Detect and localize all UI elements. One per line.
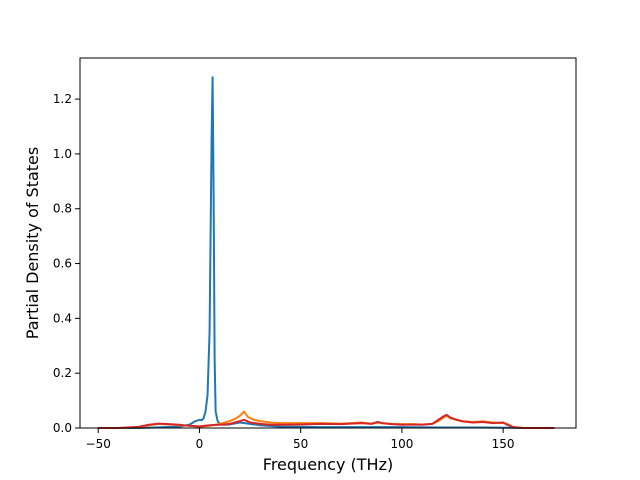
y-tick-label: 1.0 [53,147,72,161]
y-tick-label: 0.6 [53,257,72,271]
x-axis-label: Frequency (THz) [263,455,393,474]
y-tick-label: 1.2 [53,92,72,106]
x-tick-label: −50 [86,437,111,451]
series-line-3 [97,413,555,429]
y-axis-label: Partial Density of States [23,147,42,339]
y-tick-label: 0.2 [53,366,72,380]
x-tick-label: 150 [492,437,515,451]
series-line-1 [97,76,555,429]
y-ticks: 0.0 0.2 0.4 0.6 0.8 1.0 1.2 [53,92,80,435]
y-tick-label: 0.0 [53,421,72,435]
series-layer [97,76,555,429]
y-tick-label: 0.4 [53,311,72,325]
y-tick-label: 0.8 [53,202,72,216]
x-tick-label: 100 [390,437,413,451]
x-tick-label: 50 [293,437,308,451]
x-ticks: −50 0 50 100 150 [86,428,515,451]
axes-frame [79,57,577,429]
x-tick-label: 0 [196,437,204,451]
